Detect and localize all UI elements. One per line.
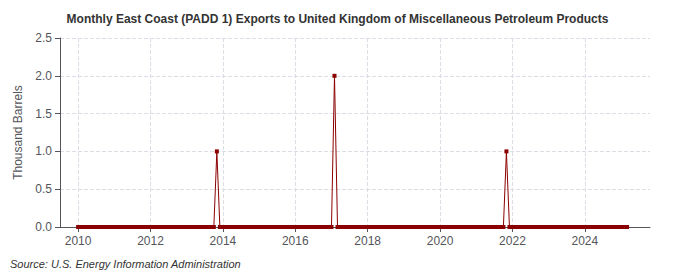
svg-text:2014: 2014: [210, 234, 237, 248]
svg-text:Monthly East Coast (PADD 1) Ex: Monthly East Coast (PADD 1) Exports to U…: [67, 12, 609, 26]
svg-text:2010: 2010: [65, 234, 92, 248]
svg-text:2.5: 2.5: [35, 31, 52, 45]
svg-text:1.5: 1.5: [35, 107, 52, 121]
svg-text:Thousand Barrels: Thousand Barrels: [11, 85, 25, 180]
svg-text:2.0: 2.0: [35, 69, 52, 83]
svg-text:2020: 2020: [427, 234, 454, 248]
svg-text:Source: U.S. Energy Informatio: Source: U.S. Energy Information Administ…: [10, 258, 241, 270]
svg-text:1.0: 1.0: [35, 144, 52, 158]
svg-text:2024: 2024: [571, 234, 598, 248]
svg-text:0.5: 0.5: [35, 182, 52, 196]
svg-text:0.0: 0.0: [35, 220, 52, 234]
svg-text:2022: 2022: [499, 234, 526, 248]
svg-text:2018: 2018: [354, 234, 381, 248]
svg-text:2012: 2012: [137, 234, 164, 248]
svg-text:2016: 2016: [282, 234, 309, 248]
